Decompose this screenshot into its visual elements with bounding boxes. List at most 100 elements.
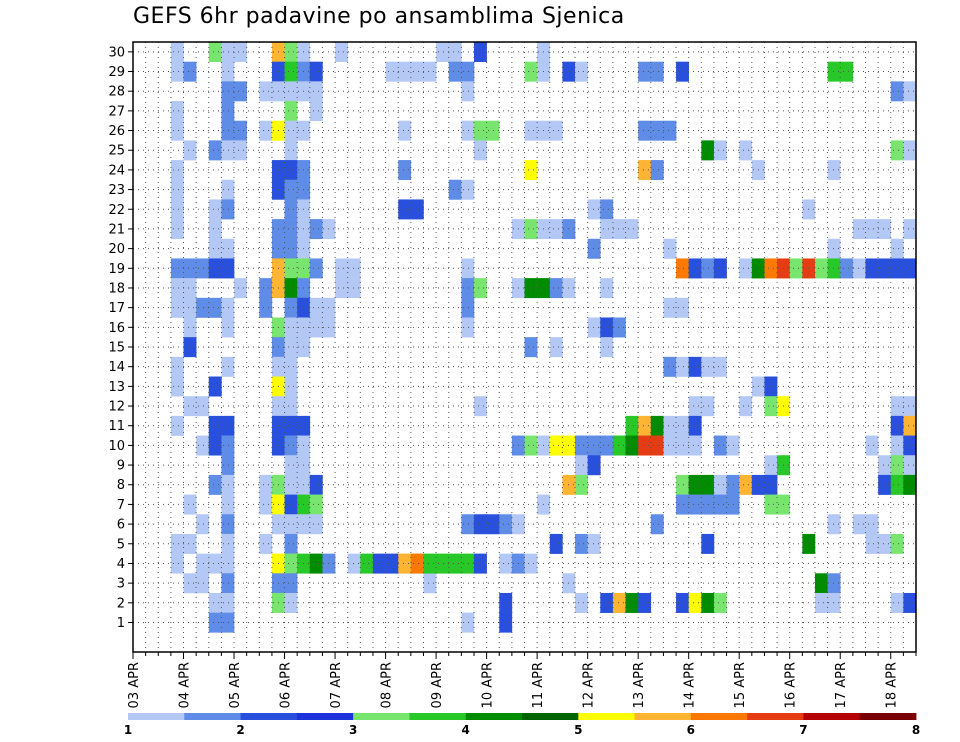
heatmap-cell	[473, 553, 487, 574]
heatmap-cell	[448, 553, 462, 574]
heatmap-cell	[410, 61, 424, 82]
heatmap-cell	[221, 140, 235, 161]
y-tick-label: 10	[108, 439, 125, 454]
heatmap-cell	[284, 120, 298, 141]
heatmap-cell	[524, 435, 538, 456]
heatmap-cell	[221, 317, 235, 338]
heatmap-cell	[638, 435, 652, 456]
heatmap-cell	[284, 592, 298, 613]
heatmap-cell	[739, 140, 753, 161]
heatmap-cell	[600, 435, 614, 456]
heatmap-cell	[221, 61, 235, 82]
heatmap-cell	[461, 278, 475, 299]
heatmap-cell	[183, 61, 197, 82]
heatmap-cell	[688, 415, 702, 436]
heatmap-cell	[221, 415, 235, 436]
heatmap-cell	[461, 553, 475, 574]
heatmap-cell	[284, 160, 298, 181]
y-tick-label: 9	[117, 459, 125, 474]
heatmap-cell	[701, 258, 715, 279]
heatmap-cell	[739, 258, 753, 279]
colorbar-label: 1	[124, 723, 132, 737]
heatmap-cell	[259, 120, 273, 141]
heatmap-cell	[575, 592, 588, 613]
heatmap-cell	[713, 356, 727, 377]
heatmap-cell	[701, 356, 715, 377]
heatmap-cell	[499, 592, 513, 613]
heatmap-cell	[764, 455, 778, 476]
heatmap-cell	[663, 415, 677, 436]
colorbar-label: 7	[799, 723, 807, 737]
heatmap-cell	[688, 356, 702, 377]
heatmap-cell	[284, 356, 298, 377]
heatmap-cell	[221, 258, 235, 279]
heatmap-cell	[347, 258, 361, 279]
heatmap-cell	[903, 258, 917, 279]
heatmap-cell	[575, 474, 588, 495]
heatmap-cell	[170, 101, 184, 122]
heatmap-cell	[221, 42, 235, 62]
x-tick-label: 03 APR	[127, 662, 142, 708]
heatmap-cell	[713, 140, 727, 161]
heatmap-cell	[549, 278, 563, 299]
heatmap-cell	[335, 42, 348, 62]
heatmap-cell	[196, 573, 210, 594]
heatmap-cell	[524, 278, 538, 299]
heatmap-cell	[473, 396, 487, 417]
colorbar-label: 4	[462, 723, 470, 737]
heatmap-cell	[638, 415, 652, 436]
colorbar-swatch	[465, 713, 523, 720]
heatmap-cell	[208, 376, 222, 397]
heatmap-cell	[259, 533, 273, 554]
heatmap-cell	[309, 317, 323, 338]
heatmap-cell	[865, 533, 879, 554]
heatmap-cell	[840, 61, 854, 82]
heatmap-cell	[764, 376, 778, 397]
y-tick-label: 18	[108, 281, 125, 296]
heatmap-cell	[196, 297, 210, 318]
heatmap-cell	[234, 140, 247, 161]
heatmap-cell	[183, 317, 197, 338]
heatmap-cell	[587, 317, 601, 338]
colorbar-swatch	[409, 713, 467, 720]
heatmap-cell	[587, 435, 601, 456]
heatmap-cell	[600, 199, 614, 220]
heatmap-cell	[676, 415, 689, 436]
heatmap-cell	[600, 592, 614, 613]
heatmap-cell	[183, 573, 197, 594]
heatmap-cell	[575, 435, 588, 456]
heatmap-cell	[360, 553, 374, 574]
y-tick-label: 23	[108, 183, 125, 198]
heatmap-cell	[764, 474, 778, 495]
heatmap-cell	[335, 278, 348, 299]
colorbar-swatch	[296, 713, 354, 720]
heatmap-cell	[650, 160, 664, 181]
heatmap-cell	[284, 297, 298, 318]
x-tick-label: 11 APR	[531, 662, 546, 708]
heatmap-cell	[170, 553, 184, 574]
heatmap-cell	[183, 297, 197, 318]
y-tick-label: 13	[108, 380, 125, 395]
heatmap-cell	[524, 120, 538, 141]
heatmap-cell	[221, 297, 235, 318]
heatmap-cell	[663, 120, 677, 141]
heatmap-cell	[676, 435, 689, 456]
heatmap-cell	[309, 219, 323, 240]
heatmap-cell	[385, 553, 399, 574]
heatmap-cell	[284, 573, 298, 594]
heatmap-cell	[221, 494, 235, 515]
heatmap-cell	[701, 140, 715, 161]
heatmap-cell	[663, 297, 677, 318]
heatmap-cell	[827, 238, 841, 259]
heatmap-cell	[170, 415, 184, 436]
heatmap-cell	[903, 219, 917, 240]
heatmap-cell	[473, 514, 487, 535]
heatmap-cell	[196, 553, 210, 574]
heatmap-cell	[890, 592, 904, 613]
heatmap-cell	[208, 42, 222, 62]
x-tick-label: 12 APR	[582, 662, 597, 708]
heatmap-cell	[676, 356, 689, 377]
x-tick-label: 14 APR	[683, 662, 698, 708]
heatmap-cell	[890, 140, 904, 161]
heatmap-cell	[814, 258, 828, 279]
